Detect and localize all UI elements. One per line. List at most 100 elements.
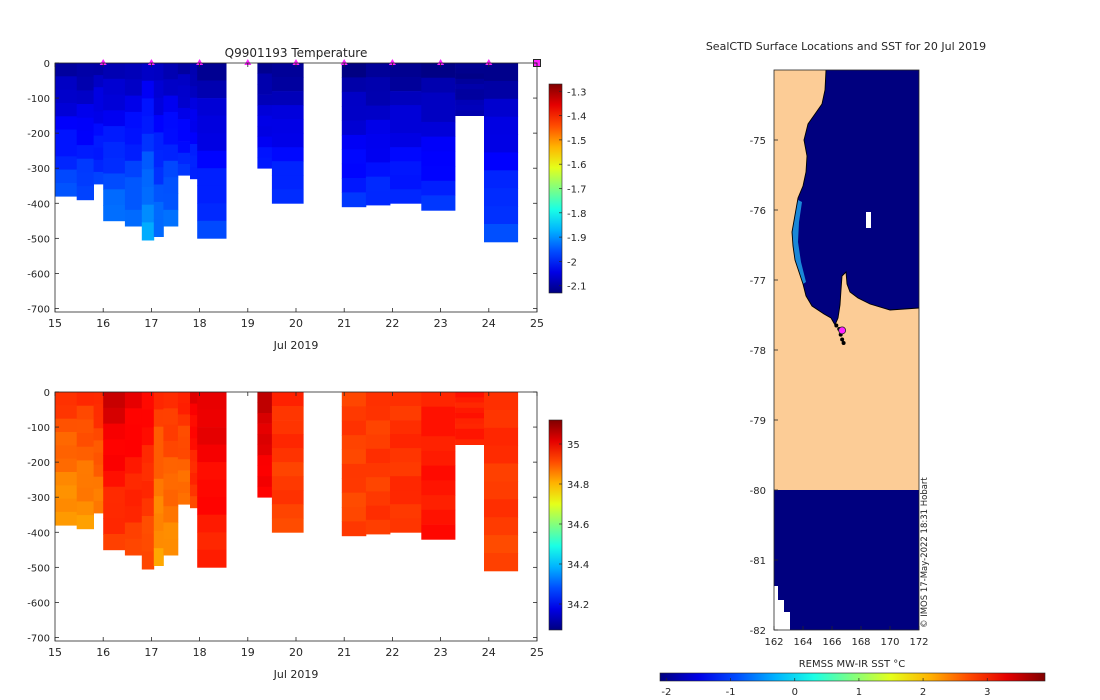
s-cell <box>365 491 391 506</box>
t-cell <box>455 78 485 85</box>
t-cell <box>76 90 94 105</box>
t-cell <box>103 173 126 190</box>
t-cell <box>455 105 485 111</box>
map-y-tick-label: -81 <box>750 556 766 567</box>
s-colorbar-tick-label: 34.6 <box>567 520 589 531</box>
s-cell <box>177 459 191 471</box>
s-cell <box>484 535 519 554</box>
t-cell <box>153 97 164 116</box>
map-colorbar-label: REMSS MW-IR SST °C <box>799 659 906 670</box>
s-cell <box>365 463 391 478</box>
s-cell <box>455 413 485 419</box>
t-colorbar-tick-label: -2 <box>567 257 577 268</box>
s-cell <box>93 440 104 453</box>
s-cell <box>365 406 391 421</box>
t-cell <box>153 132 164 151</box>
s-cell <box>455 402 485 409</box>
s-cell <box>124 408 143 425</box>
t-cell <box>197 115 227 134</box>
s-cell <box>190 403 198 416</box>
s-cell <box>190 473 198 485</box>
s-cell <box>55 418 78 433</box>
t-cell <box>341 149 367 165</box>
t-cell <box>55 156 78 170</box>
s-cell <box>484 463 519 482</box>
t-cell <box>365 162 391 177</box>
s-y-tick-label: -400 <box>27 528 50 539</box>
t-cell <box>421 180 456 196</box>
t-colorbar-tick-label: -1.6 <box>567 160 587 171</box>
t-cell <box>390 147 422 162</box>
s-colorbar-tick-label: 34.4 <box>567 560 589 571</box>
profile-marker <box>99 59 107 65</box>
t-cell <box>93 99 104 112</box>
s-cell <box>341 521 367 537</box>
t-cell <box>55 76 78 90</box>
s-cell <box>197 444 227 463</box>
s-cell <box>421 524 456 540</box>
t-cell <box>257 84 273 95</box>
s-cell <box>76 446 94 461</box>
s-cell <box>421 392 456 408</box>
t-cell <box>271 175 304 190</box>
t-cell <box>103 126 126 143</box>
s-cell <box>141 427 155 446</box>
t-colorbar-tick-label: -1.9 <box>567 233 587 244</box>
s-cell <box>341 406 367 422</box>
s-x-tick-label: 20 <box>289 646 303 659</box>
t-y-tick-label: -600 <box>27 269 50 280</box>
s-cell <box>390 420 422 435</box>
t-cell <box>341 91 367 107</box>
map-sea-south <box>774 490 919 630</box>
seal-track-point <box>834 323 839 328</box>
s-cell <box>421 509 456 525</box>
t-cell <box>390 91 422 106</box>
s-cell <box>390 406 422 421</box>
s-cell <box>103 439 126 456</box>
t-cell <box>55 89 78 104</box>
profile-marker <box>388 59 396 65</box>
t-cell <box>93 135 104 149</box>
s-cell <box>190 449 198 462</box>
t-cell <box>76 172 94 187</box>
t-cell <box>153 184 164 203</box>
s-cell <box>455 423 485 430</box>
t-cell <box>190 109 198 122</box>
t-cell <box>163 63 179 80</box>
t-cell <box>257 73 273 85</box>
s-cell <box>76 487 94 502</box>
s-cell <box>390 392 422 407</box>
s-cell <box>257 486 273 498</box>
t-cell <box>124 111 143 129</box>
s-x-tick-label: 24 <box>482 646 496 659</box>
t-cell <box>197 150 227 169</box>
s-cell <box>163 392 179 409</box>
s-cell <box>124 473 143 491</box>
map-iceberg <box>866 212 871 228</box>
t-cell <box>341 178 367 193</box>
s-cell <box>163 506 179 523</box>
s-y-tick-label: 0 <box>44 388 50 399</box>
t-cell <box>103 94 126 111</box>
t-cell <box>421 166 456 182</box>
s-cell <box>341 507 367 522</box>
t-cell <box>455 84 485 90</box>
t-cell <box>341 63 367 78</box>
s-cell <box>153 496 164 514</box>
t-cell <box>390 63 422 78</box>
t-cell <box>365 148 391 163</box>
sst-map-panel: SealCTD Surface Locations and SST for 20… <box>659 40 1046 698</box>
t-colorbar-tick-label: -1.3 <box>567 87 587 98</box>
s-cell <box>365 392 391 407</box>
s-cell <box>103 392 126 409</box>
t-cell <box>257 105 273 116</box>
t-cell <box>257 157 273 169</box>
t-cell <box>76 158 94 173</box>
s-cell <box>124 538 143 556</box>
s-cell <box>177 470 191 483</box>
t-cell <box>177 164 191 176</box>
t-cell <box>124 160 143 178</box>
s-cell <box>141 462 155 481</box>
t-cell <box>341 77 367 93</box>
